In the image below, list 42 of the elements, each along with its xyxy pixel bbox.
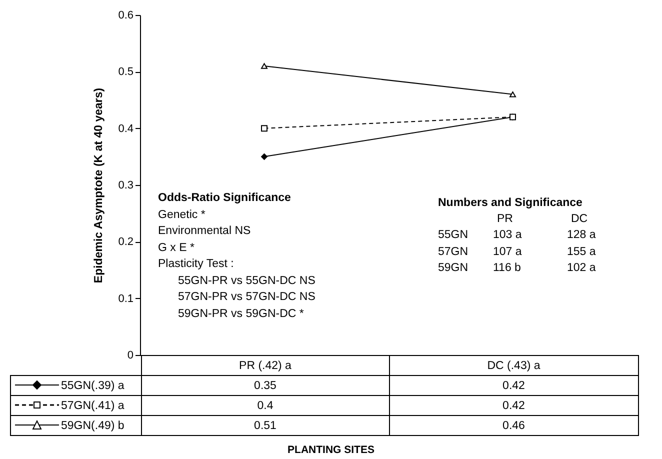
data-label: 0.42 [390,396,638,416]
y-tick-label: 0.6 [118,10,134,22]
annotation: DC [571,213,588,225]
annotation: 59GN [438,262,468,274]
annotation: PR [497,213,513,225]
annotation: 102 a [567,262,596,274]
y-tick-label: 0.2 [118,236,134,248]
annotation: 55GN-PR vs 55GN-DC NS [178,274,316,286]
data-label: 0.51 [141,416,390,436]
text: PLANTING SITES [286,444,376,456]
x-tick-label: DC (.43) a [390,356,638,376]
annotation: G x E * [158,242,194,254]
y-tick-label: 0.1 [118,292,134,305]
annotation: 103 a [493,229,522,241]
annotation: 116 b [493,262,521,274]
y-tick-label: 0.5 [118,66,134,78]
x-tick-label: PR (.42) a [141,356,390,376]
annotation: 107 a [493,246,522,258]
annotation: 55GN [438,229,468,241]
legend-label: 57GN(.41) a [61,400,124,412]
data-label: 0.35 [141,376,390,396]
legend-label: 59GN(.49) b [61,420,124,432]
annotation: Environmental NS [158,225,251,237]
annotation: 128 a [567,229,596,241]
point [261,153,268,160]
data-label: 0.46 [390,416,638,436]
y-axis-title: Epidemic Asymptote (K at 40 years) [93,88,106,284]
annotation: 57GN [438,246,468,258]
data-label: 0.4 [141,396,390,416]
annotation: Odds-Ratio Significance [158,192,291,204]
annotation: Genetic * [158,208,206,220]
y-tick-label: 0.4 [118,122,134,135]
point [261,125,268,132]
legend-label: 55GN(.39) a [61,380,124,392]
annotation: Plasticity Test : [158,258,234,270]
annotation: 59GN-PR vs 59GN-DC * [178,308,304,320]
data-label: 0.42 [390,376,638,396]
y-tick-label: 0.3 [118,180,134,192]
annotation: 57GN-PR vs 57GN-DC NS [178,291,316,303]
annotation: Numbers and Significance [438,197,582,209]
y-tick-label: 0 [127,350,134,362]
annotation: 155 a [567,246,596,258]
